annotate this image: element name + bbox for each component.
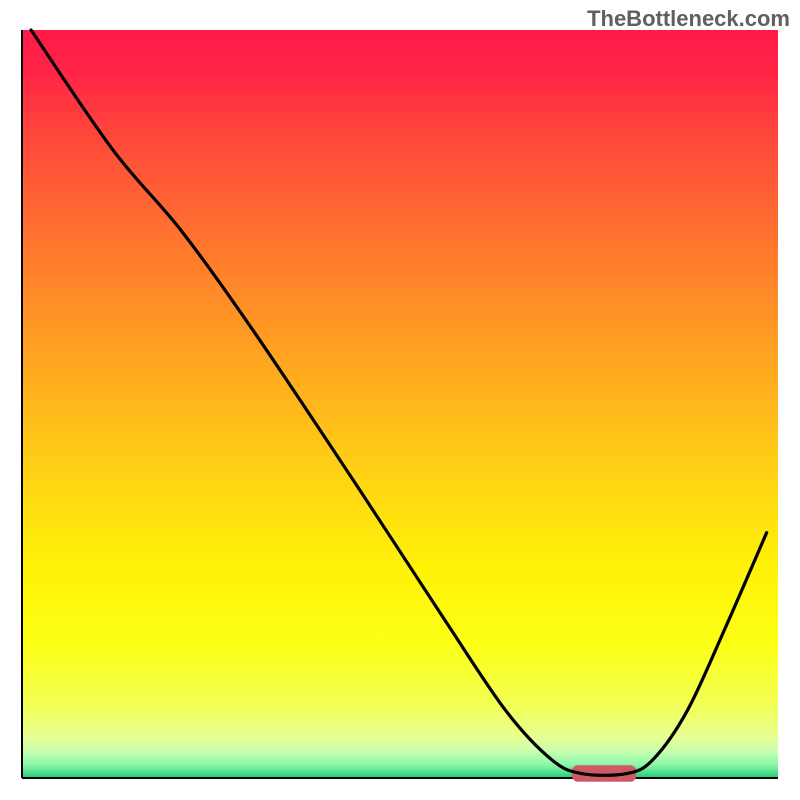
bottleneck-chart — [0, 0, 800, 800]
chart-container: TheBottleneck.com — [0, 0, 800, 800]
plot-background — [22, 30, 778, 778]
chart-wrap — [0, 0, 800, 800]
